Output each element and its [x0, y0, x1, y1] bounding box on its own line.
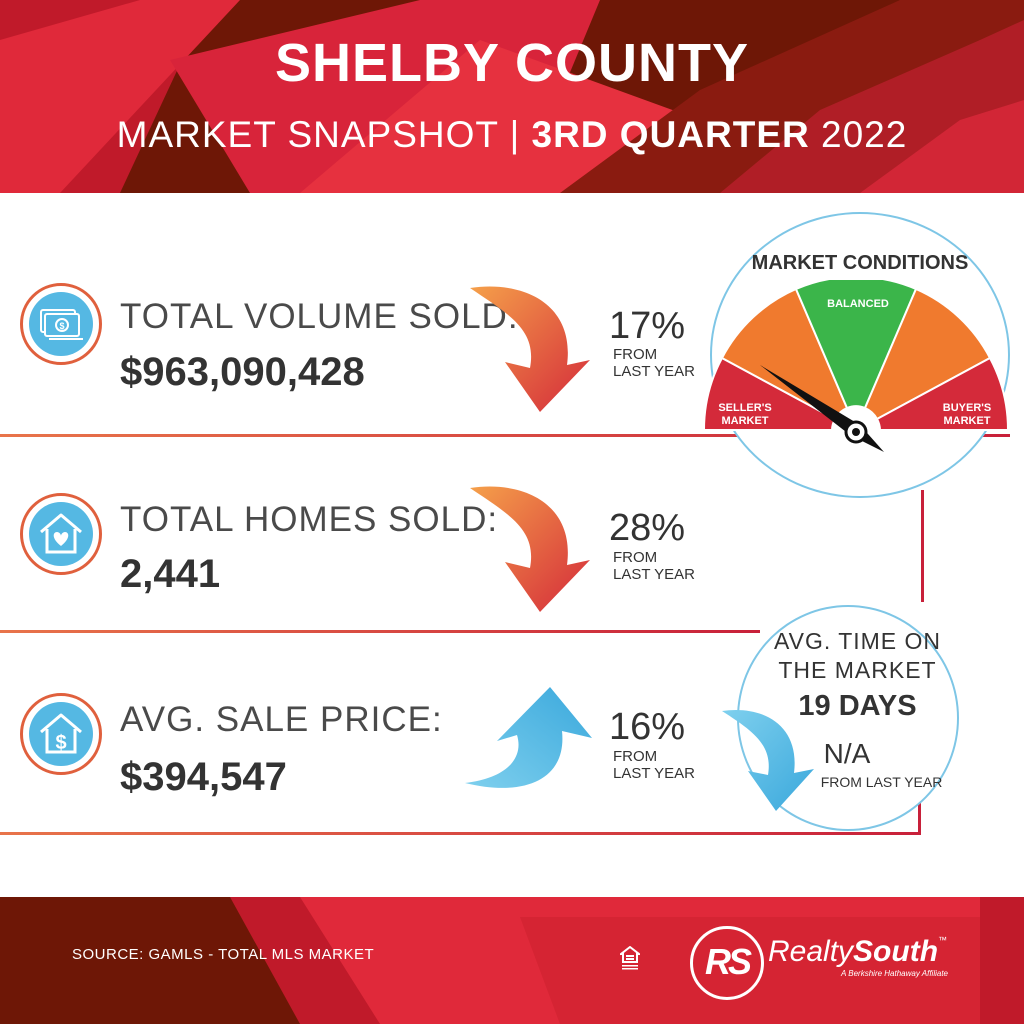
price-change-percent: 16% [609, 706, 686, 748]
connector-line-1 [921, 490, 924, 602]
house-heart-icon [20, 493, 102, 575]
homes-change-note: FROM LAST YEAR [613, 549, 695, 583]
realtysouth-monogram: RS [690, 926, 764, 1000]
avg-sale-price-label: AVG. SALE PRICE: [120, 700, 443, 739]
realtysouth-tagline: A Berkshire Hathaway Affiliate [841, 969, 949, 978]
time-on-market-note: FROM LAST YEAR [820, 774, 943, 790]
subtitle-prefix: MARKET SNAPSHOT | [116, 114, 532, 155]
total-volume-label: TOTAL VOLUME SOLD: [120, 297, 519, 336]
connector-line-2 [918, 795, 921, 835]
realtysouth-logo-text: RealtySouth™ [768, 935, 948, 968]
gauge-buyer-label: BUYER'S MARKET [942, 402, 992, 427]
total-homes-value: 2,441 [120, 552, 221, 596]
row-divider-3 [0, 832, 920, 835]
subtitle-quarter: 3RD QUARTER [531, 114, 810, 155]
down-arrow-icon [470, 286, 590, 412]
svg-text:$: $ [55, 732, 66, 754]
volume-change-percent: 17% [609, 305, 686, 347]
header-background-shapes [0, 0, 1024, 193]
time-on-market-line2: THE MARKET [778, 657, 937, 683]
page-title: SHELBY COUNTY [274, 33, 750, 93]
footer-banner [0, 897, 1024, 1024]
equal-housing-icon [620, 946, 640, 970]
market-conditions-title: MARKET CONDITIONS [751, 252, 969, 274]
gauge-balanced-label: BALANCED [827, 298, 889, 310]
time-on-market-line1: AVG. TIME ON [773, 628, 942, 654]
money-icon: $ [20, 283, 102, 365]
gauge-dial [702, 280, 1010, 452]
down-arrow-icon [722, 709, 814, 811]
header-banner: SHELBY COUNTY MARKET SNAPSHOT | 3RD QUAR… [0, 0, 1024, 193]
up-arrow-icon [465, 687, 592, 788]
time-on-market-value: 19 DAYS [798, 690, 917, 722]
footer-background-shapes [0, 897, 1024, 1024]
subtitle-year: 2022 [809, 114, 908, 155]
homes-change-percent: 28% [609, 507, 686, 549]
total-volume-value: $963,090,428 [120, 350, 365, 394]
page-subtitle: MARKET SNAPSHOT | 3RD QUARTER 2022 [0, 114, 1024, 156]
volume-change-note: FROM LAST YEAR [613, 346, 695, 380]
row-divider-2 [0, 630, 760, 633]
total-homes-label: TOTAL HOMES SOLD: [120, 500, 499, 539]
row-divider-1 [0, 434, 1010, 437]
gauge-seller-label: SELLER'S MARKET [718, 402, 772, 427]
avg-sale-price-value: $394,547 [120, 755, 287, 799]
time-on-market-change: N/A [823, 738, 871, 769]
svg-text:$: $ [59, 321, 64, 331]
source-text: SOURCE: GAMLS - TOTAL MLS MARKET [72, 946, 375, 963]
down-arrow-icon [470, 486, 590, 612]
price-change-note: FROM LAST YEAR [613, 748, 695, 782]
house-dollar-icon: $ [20, 693, 102, 775]
